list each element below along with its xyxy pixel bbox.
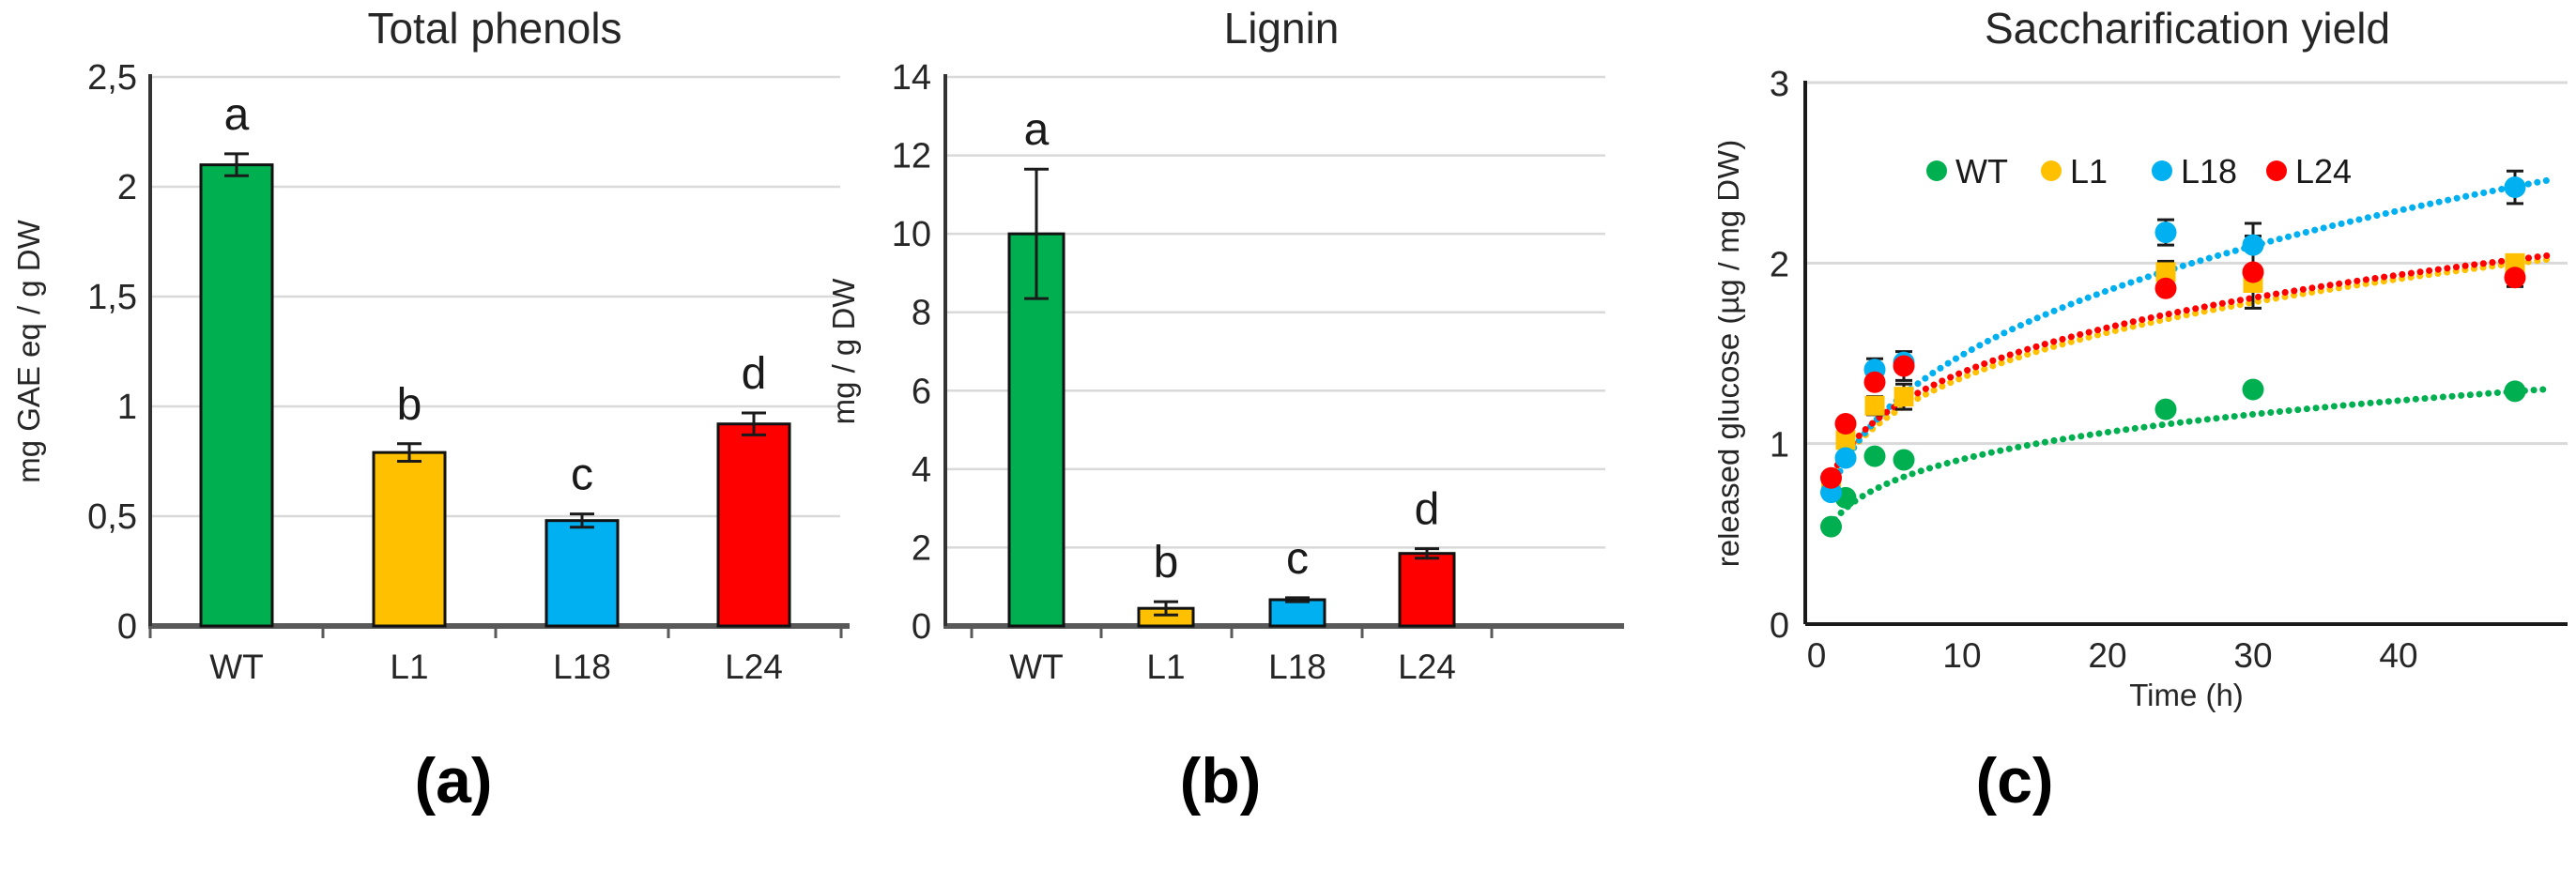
svg-text:mg / g DW: mg / g DW xyxy=(826,278,861,425)
svg-text:10: 10 xyxy=(1942,636,1981,675)
svg-text:L18: L18 xyxy=(1268,648,1326,686)
svg-text:d: d xyxy=(1415,485,1440,535)
svg-text:8: 8 xyxy=(912,294,931,333)
svg-text:Total phenols: Total phenols xyxy=(367,4,621,53)
lignin-bar-chart: 0 2 4 6 8 10 12 14 a WT b L1 c L18 d L24 Lignin mg / g DW xyxy=(826,4,1624,686)
svg-text:14: 14 xyxy=(892,58,931,98)
panel-caption-c: (c) xyxy=(1975,745,2054,817)
svg-text:L24: L24 xyxy=(2295,152,2352,191)
svg-text:mg GAE eq / g DW: mg GAE eq / g DW xyxy=(11,219,46,482)
svg-text:L1: L1 xyxy=(390,648,428,686)
svg-text:WT: WT xyxy=(1955,152,2008,191)
svg-text:L18: L18 xyxy=(553,648,611,686)
svg-text:20: 20 xyxy=(2088,636,2126,675)
svg-text:3: 3 xyxy=(1770,65,1789,104)
svg-text:10: 10 xyxy=(892,215,931,254)
svg-text:d: d xyxy=(742,349,767,399)
svg-text:WT: WT xyxy=(209,648,264,686)
svg-text:4: 4 xyxy=(912,450,931,490)
svg-text:6: 6 xyxy=(912,372,931,411)
svg-text:40: 40 xyxy=(2379,636,2417,675)
svg-text:2: 2 xyxy=(117,168,137,207)
svg-text:c: c xyxy=(1286,534,1309,584)
svg-text:WT: WT xyxy=(1009,648,1064,686)
svg-text:1: 1 xyxy=(117,388,137,427)
svg-text:Lignin: Lignin xyxy=(1224,4,1340,53)
svg-text:b: b xyxy=(397,380,422,430)
total-phenols-bar-chart: 0 0,5 1 1,5 2 2,5 a WT b L1 c L18 d L24 Total phenols m… xyxy=(11,4,850,686)
svg-text:Time (h): Time (h) xyxy=(2129,678,2244,712)
panel-caption-a: (a) xyxy=(414,745,493,817)
svg-text:0: 0 xyxy=(117,607,137,647)
svg-text:L1: L1 xyxy=(2070,152,2108,191)
svg-text:12: 12 xyxy=(892,137,931,176)
svg-text:c: c xyxy=(571,450,593,500)
svg-text:L1: L1 xyxy=(1146,648,1185,686)
svg-text:30: 30 xyxy=(2233,636,2272,675)
svg-text:0: 0 xyxy=(1770,606,1789,646)
svg-text:L24: L24 xyxy=(725,648,783,686)
svg-text:Saccharification yield: Saccharification yield xyxy=(1985,4,2390,53)
svg-text:0: 0 xyxy=(1807,636,1827,675)
svg-text:1,5: 1,5 xyxy=(87,278,137,317)
panel-caption-b: (b) xyxy=(1179,745,1262,817)
svg-text:0: 0 xyxy=(912,607,931,647)
svg-text:a: a xyxy=(1024,105,1050,155)
svg-text:0,5: 0,5 xyxy=(87,497,137,537)
svg-text:a: a xyxy=(224,90,250,140)
svg-text:b: b xyxy=(1154,538,1179,588)
svg-text:2: 2 xyxy=(1770,245,1789,284)
svg-text:L24: L24 xyxy=(1398,648,1456,686)
svg-text:2: 2 xyxy=(912,528,931,568)
svg-text:released glucose (µg / mg DW): released glucose (µg / mg DW) xyxy=(1718,140,1745,568)
svg-text:2,5: 2,5 xyxy=(87,58,137,98)
svg-text:L18: L18 xyxy=(2181,152,2237,191)
svg-text:1: 1 xyxy=(1770,426,1789,466)
